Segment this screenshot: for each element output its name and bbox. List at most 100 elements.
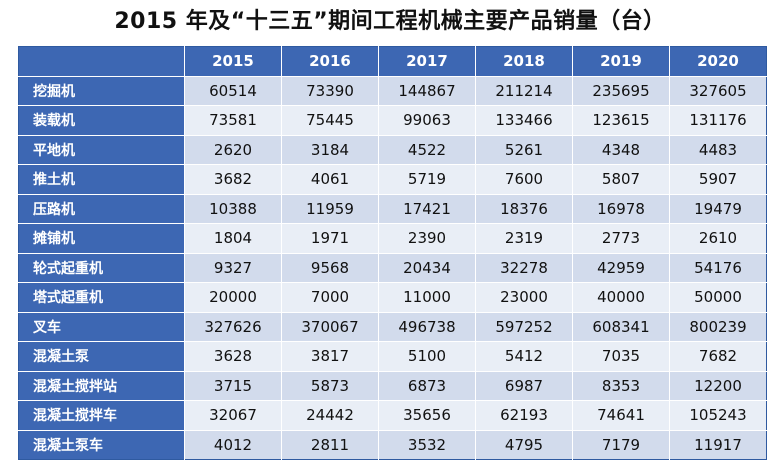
table-row: 摊铺机 1804 1971 2390 2319 2773 2610 (18, 223, 767, 253)
sales-value-cell: 40000 (572, 282, 670, 312)
sales-value-cell: 5100 (378, 341, 476, 371)
product-name-cell: 塔式起重机 (18, 282, 185, 312)
table-row: 推土机 3682 4061 5719 7600 5807 5907 (18, 164, 767, 194)
sales-value-cell: 597252 (475, 311, 573, 342)
year-header: 2017 (378, 46, 476, 76)
product-name-cell: 混凝土泵 (18, 341, 185, 371)
sales-value-cell: 608341 (572, 311, 670, 342)
sales-value-cell: 74641 (572, 400, 670, 430)
sales-value-cell: 3628 (184, 341, 282, 371)
table-row: 轮式起重机 9327 9568 20434 32278 42959 54176 (18, 252, 767, 283)
sales-value-cell: 9327 (184, 252, 282, 283)
sales-value-cell: 4522 (378, 134, 476, 165)
sales-value-cell: 496738 (378, 311, 476, 342)
sales-value-cell: 5873 (281, 370, 379, 401)
sales-value-cell: 10388 (184, 193, 282, 224)
sales-value-cell: 54176 (669, 252, 767, 283)
sales-value-cell: 35656 (378, 400, 476, 430)
sales-value-cell: 1971 (281, 223, 379, 253)
sales-value-cell: 131176 (669, 105, 767, 135)
sales-value-cell: 105243 (669, 400, 767, 430)
sales-value-cell: 123615 (572, 105, 670, 135)
sales-value-cell: 2390 (378, 223, 476, 253)
sales-value-cell: 16978 (572, 193, 670, 224)
sales-value-cell: 42959 (572, 252, 670, 283)
table-row: 塔式起重机 20000 7000 11000 23000 40000 50000 (18, 282, 767, 312)
sales-value-cell: 32067 (184, 400, 282, 430)
product-name-cell: 压路机 (18, 193, 185, 224)
product-name-cell: 挖掘机 (18, 75, 185, 106)
sales-value-cell: 6873 (378, 370, 476, 401)
product-name-cell: 轮式起重机 (18, 252, 185, 283)
sales-value-cell: 17421 (378, 193, 476, 224)
sales-value-cell: 3184 (281, 134, 379, 165)
product-name-cell: 装载机 (18, 105, 185, 135)
sales-value-cell: 2773 (572, 223, 670, 253)
product-name-cell: 平地机 (18, 134, 185, 165)
product-name-cell: 摊铺机 (18, 223, 185, 253)
sales-value-cell: 211214 (475, 75, 573, 106)
sales-value-cell: 8353 (572, 370, 670, 401)
sales-value-cell: 5261 (475, 134, 573, 165)
year-header: 2016 (281, 46, 379, 76)
sales-value-cell: 4795 (475, 429, 573, 460)
year-header: 2015 (184, 46, 282, 76)
table-row: 混凝土搅拌车 32067 24442 35656 62193 74641 105243 (18, 400, 767, 430)
header-row: 2015 2016 2017 2018 2019 2020 (18, 46, 767, 76)
sales-value-cell: 4061 (281, 164, 379, 194)
sales-value-cell: 6987 (475, 370, 573, 401)
sales-value-cell: 5412 (475, 341, 573, 371)
sales-value-cell: 11917 (669, 429, 767, 460)
table-row: 混凝土泵 3628 3817 5100 5412 7035 7682 (18, 341, 767, 371)
sales-value-cell: 11000 (378, 282, 476, 312)
sales-value-cell: 4012 (184, 429, 282, 460)
sales-value-cell: 12200 (669, 370, 767, 401)
sales-value-cell: 327626 (184, 311, 282, 342)
sales-value-cell: 7035 (572, 341, 670, 371)
sales-value-cell: 3817 (281, 341, 379, 371)
sales-value-cell: 99063 (378, 105, 476, 135)
sales-value-cell: 20434 (378, 252, 476, 283)
table-row: 混凝土搅拌站 3715 5873 6873 6987 8353 12200 (18, 370, 767, 401)
sales-table: 2015 2016 2017 2018 2019 2020 挖掘机 60514 73… (18, 46, 767, 460)
sales-value-cell: 3682 (184, 164, 282, 194)
sales-value-cell: 24442 (281, 400, 379, 430)
sales-value-cell: 23000 (475, 282, 573, 312)
sales-value-cell: 9568 (281, 252, 379, 283)
sales-value-cell: 7600 (475, 164, 573, 194)
sales-value-cell: 2319 (475, 223, 573, 253)
sales-value-cell: 60514 (184, 75, 282, 106)
sales-value-cell: 4348 (572, 134, 670, 165)
sales-value-cell: 1804 (184, 223, 282, 253)
sales-value-cell: 5807 (572, 164, 670, 194)
table-row: 挖掘机 60514 73390 144867 211214 235695 327605 (18, 75, 767, 106)
sales-value-cell: 32278 (475, 252, 573, 283)
sales-value-cell: 2620 (184, 134, 282, 165)
product-name-cell: 混凝土泵车 (18, 429, 185, 460)
sales-value-cell: 5907 (669, 164, 767, 194)
sales-value-cell: 50000 (669, 282, 767, 312)
table-row: 叉车 327626 370067 496738 597252 608341 800239 (18, 311, 767, 342)
table-row: 压路机 10388 11959 17421 18376 16978 19479 (18, 193, 767, 224)
sales-value-cell: 4483 (669, 134, 767, 165)
sales-value-cell: 75445 (281, 105, 379, 135)
sales-value-cell: 144867 (378, 75, 476, 106)
sales-value-cell: 2811 (281, 429, 379, 460)
sales-value-cell: 62193 (475, 400, 573, 430)
table-row: 平地机 2620 3184 4522 5261 4348 4483 (18, 134, 767, 165)
sales-value-cell: 19479 (669, 193, 767, 224)
sales-value-cell: 20000 (184, 282, 282, 312)
sales-value-cell: 133466 (475, 105, 573, 135)
sales-value-cell: 18376 (475, 193, 573, 224)
sales-value-cell: 5719 (378, 164, 476, 194)
sales-value-cell: 800239 (669, 311, 767, 342)
sales-value-cell: 73581 (184, 105, 282, 135)
header-corner-cell (18, 46, 185, 76)
sales-value-cell: 327605 (669, 75, 767, 106)
sales-value-cell: 7682 (669, 341, 767, 371)
sales-value-cell: 3715 (184, 370, 282, 401)
page-title: 2015 年及“十三五”期间工程机械主要产品销量（台） (114, 9, 666, 34)
product-name-cell: 推土机 (18, 164, 185, 194)
sales-value-cell: 235695 (572, 75, 670, 106)
product-name-cell: 叉车 (18, 311, 185, 342)
